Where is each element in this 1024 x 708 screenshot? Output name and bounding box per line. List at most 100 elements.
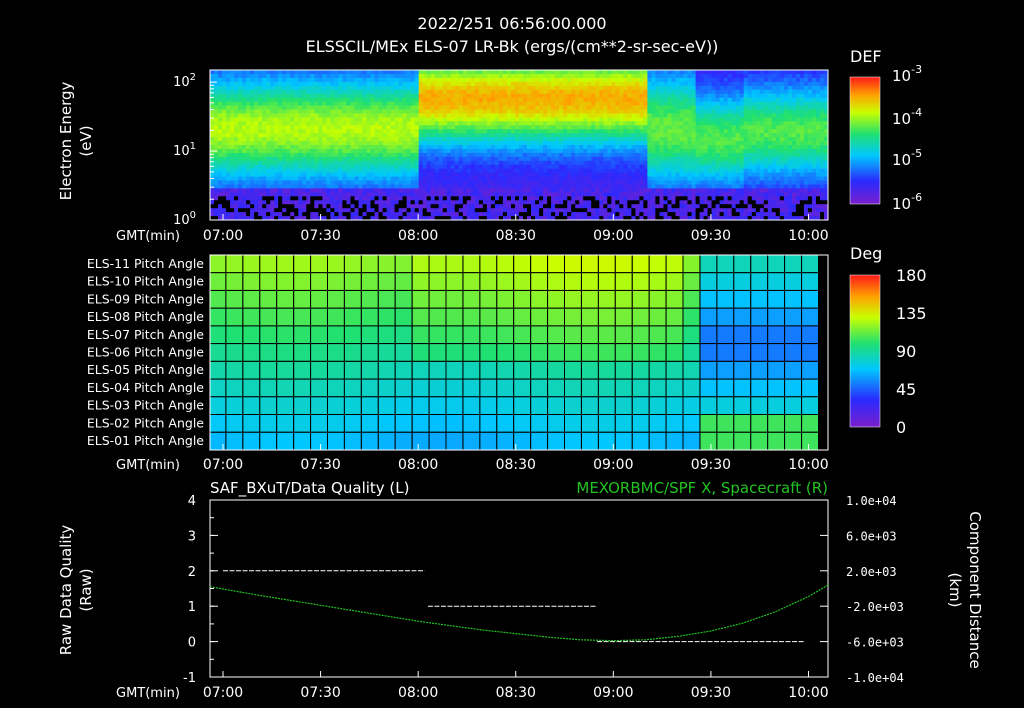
spectrogram-cell — [571, 77, 576, 83]
spectrogram-cell — [567, 85, 572, 91]
spectrogram-cell — [374, 117, 380, 122]
spectrogram-cell — [314, 125, 319, 130]
spectrogram-cell — [346, 172, 351, 178]
spectrogram-cell — [210, 160, 215, 166]
spectrogram-cell — [218, 121, 223, 126]
spectrogram-cell — [338, 164, 343, 170]
spectrogram-cell — [398, 148, 404, 154]
spectrogram-cell — [575, 70, 580, 75]
spectrogram-cell — [330, 101, 335, 107]
spectrogram-cell — [222, 113, 227, 118]
spectrogram-cell — [671, 192, 677, 197]
spectrogram-cell — [627, 101, 632, 107]
spectrogram-cell — [579, 105, 584, 110]
spectrogram-cell — [631, 77, 636, 83]
spectrogram-cell — [410, 89, 416, 95]
spectrogram-cell — [619, 168, 624, 174]
spectrogram-cell — [498, 101, 504, 107]
spectrogram-cell — [458, 93, 464, 99]
spectrogram-cell — [615, 172, 620, 178]
spectrogram-cell — [278, 148, 283, 154]
spectrogram-cell — [655, 164, 660, 170]
spectrogram-cell — [402, 192, 408, 197]
spectrogram-cell — [358, 200, 364, 205]
spectrogram-cell — [354, 77, 360, 83]
spectrogram-cell — [226, 184, 231, 189]
spectrogram-cell — [695, 145, 701, 150]
spectrogram-cell — [671, 101, 677, 107]
spectrogram-cell — [410, 105, 416, 110]
spectrogram-cell — [390, 168, 396, 174]
spectrogram-cell — [623, 216, 628, 220]
spectrogram-cell — [454, 101, 460, 107]
spectrogram-cell — [502, 200, 508, 205]
spectrogram-cell — [330, 129, 335, 134]
spectrogram-cell — [218, 73, 223, 79]
spectrogram-cell — [302, 70, 307, 75]
spectrogram-cell — [667, 89, 673, 95]
spectrogram-cell — [567, 192, 572, 197]
spectrogram-cell — [290, 137, 295, 142]
spectrogram-cell — [410, 85, 416, 91]
spectrogram-cell — [703, 176, 709, 182]
spectrogram-cell — [442, 101, 448, 107]
spectrogram-cell — [643, 172, 648, 178]
spectrogram-cell — [454, 81, 460, 87]
spectrogram-cell — [238, 77, 243, 83]
spectrogram-cell — [615, 200, 620, 205]
spectrogram-cell — [723, 70, 729, 75]
spectrogram-cell — [218, 176, 223, 182]
spectrogram-cell — [262, 117, 267, 122]
spectrogram-cell — [250, 113, 255, 118]
spectrogram-cell — [711, 212, 717, 217]
spectrogram-cell — [470, 184, 476, 189]
spectrogram-cell — [322, 172, 327, 178]
spectrogram-cell — [322, 77, 327, 83]
spectrogram-cell — [707, 196, 713, 201]
spectrogram-cell — [647, 109, 652, 114]
spectrogram-cell — [262, 188, 267, 193]
spectrogram-cell — [254, 145, 259, 150]
spectrogram-cell — [567, 121, 572, 126]
spectrogram-cell — [478, 200, 484, 205]
spectrogram-cell — [262, 176, 267, 182]
spectrogram-cell — [422, 204, 428, 209]
spectrogram-cell — [402, 196, 408, 201]
spectrogram-cell — [478, 73, 484, 79]
spectrogram-cell — [278, 73, 283, 79]
spectrogram-cell — [707, 184, 713, 189]
spectrogram-cell — [222, 85, 227, 91]
spectrogram-cell — [715, 117, 721, 122]
spectrogram-cell — [715, 89, 721, 95]
spectrogram-cell — [707, 204, 713, 209]
spectrogram-cell — [591, 204, 596, 209]
spectrogram-cell — [318, 156, 323, 162]
spectrogram-cell — [430, 105, 436, 110]
spectrogram-cell — [314, 93, 319, 99]
spectrogram-cell — [623, 141, 628, 146]
spectrogram-cell — [523, 184, 528, 189]
spectrogram-cell — [234, 204, 239, 209]
spectrogram-cell — [278, 129, 283, 134]
spectrogram-cell — [647, 196, 652, 201]
spectrogram-cell — [583, 172, 588, 178]
spectrogram-cell — [382, 184, 388, 189]
spectrogram-cell — [342, 192, 347, 197]
spectrogram-cell — [230, 89, 235, 95]
spectrogram-cell — [434, 89, 440, 95]
spectrogram-cell — [406, 192, 412, 197]
spectrogram-cell — [583, 168, 588, 174]
spectrogram-cell — [507, 156, 512, 162]
spectrogram-cell — [731, 200, 737, 205]
spectrogram-cell — [362, 216, 368, 220]
spectrogram-cell — [531, 93, 536, 99]
spectrogram-cell — [559, 176, 564, 182]
spectrogram-cell — [330, 168, 335, 174]
spectrogram-cell — [422, 121, 428, 126]
spectrogram-cell — [238, 81, 243, 87]
spectrogram-cell — [462, 70, 468, 75]
spectrogram-cell — [382, 204, 388, 209]
spectrogram-cell — [551, 176, 556, 182]
spectrogram-cell — [370, 176, 376, 182]
spectrogram-cell — [663, 180, 669, 185]
